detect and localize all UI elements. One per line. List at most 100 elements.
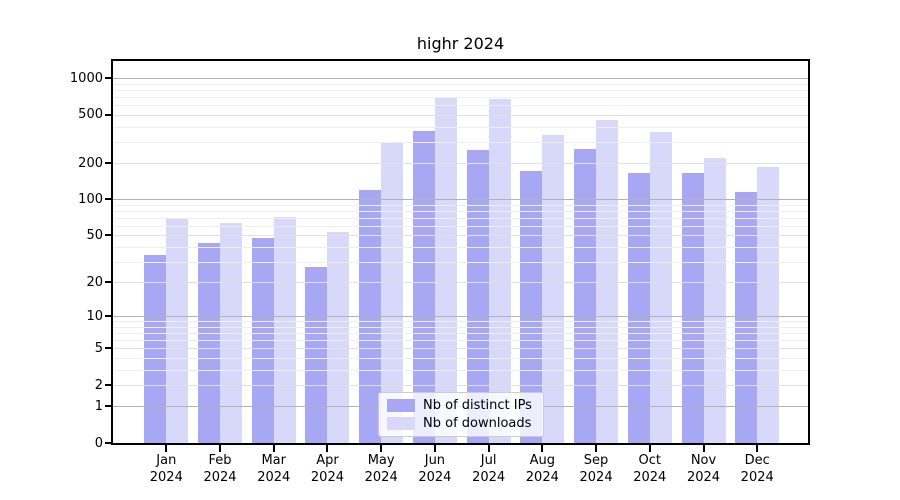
gridline-30 bbox=[113, 261, 808, 263]
bar-ips-feb bbox=[198, 243, 221, 443]
legend-label-ips: Nb of distinct IPs bbox=[423, 397, 532, 413]
gridline-40 bbox=[113, 246, 808, 248]
y-tick-label: 200 bbox=[78, 155, 103, 171]
gridline-100 bbox=[113, 199, 808, 201]
y-tick-label: 10 bbox=[86, 308, 103, 324]
gridline-1000 bbox=[113, 78, 808, 80]
gridline-7 bbox=[113, 333, 808, 335]
x-tick-mark bbox=[219, 445, 222, 452]
y-tick-mark bbox=[105, 281, 112, 284]
y-tick-label: 50 bbox=[86, 227, 103, 243]
y-tick-mark bbox=[105, 405, 112, 408]
bar-downloads-feb bbox=[220, 222, 243, 443]
bar-ips-oct bbox=[627, 172, 650, 443]
x-tick-mark bbox=[380, 445, 383, 452]
x-tick-mark bbox=[272, 445, 275, 452]
bar-ips-sep bbox=[574, 149, 597, 443]
bar-ips-aug bbox=[520, 171, 543, 443]
x-tick-label-mar: Mar 2024 bbox=[257, 453, 291, 485]
x-tick-label-apr: Apr 2024 bbox=[310, 453, 344, 485]
x-tick-mark bbox=[487, 445, 490, 452]
y-tick-label: 500 bbox=[78, 107, 103, 123]
x-tick-label-feb: Feb 2024 bbox=[203, 453, 237, 485]
bar-ips-jun bbox=[412, 131, 435, 443]
gridline-200 bbox=[113, 163, 808, 165]
gridline-20 bbox=[113, 282, 808, 284]
downloads-swatch-icon bbox=[387, 417, 415, 430]
y-tick-label: 20 bbox=[86, 274, 103, 290]
bar-downloads-jan bbox=[166, 217, 189, 443]
x-tick-label-may: May 2024 bbox=[364, 453, 398, 485]
bar-downloads-dec bbox=[757, 167, 780, 443]
ips-swatch-icon bbox=[387, 399, 415, 412]
gridline-900 bbox=[113, 83, 808, 85]
x-tick-label-jan: Jan 2024 bbox=[149, 453, 183, 485]
y-tick-mark bbox=[105, 162, 112, 165]
y-tick-label: 5 bbox=[94, 340, 103, 356]
bar-downloads-may bbox=[381, 142, 404, 443]
gridline-90 bbox=[113, 204, 808, 206]
bar-downloads-nov bbox=[703, 158, 726, 443]
x-tick-mark bbox=[326, 445, 329, 452]
bar-downloads-jun bbox=[434, 98, 457, 443]
y-tick-label: 1000 bbox=[69, 70, 103, 86]
y-tick-mark bbox=[105, 234, 112, 237]
x-tick-mark bbox=[165, 445, 168, 452]
x-tick-mark bbox=[541, 445, 544, 452]
gridline-800 bbox=[113, 90, 808, 92]
bar-downloads-mar bbox=[273, 216, 296, 443]
x-tick-mark bbox=[756, 445, 759, 452]
gridline-700 bbox=[113, 97, 808, 99]
x-tick-label-jun: Jun 2024 bbox=[418, 453, 452, 485]
gridline-70 bbox=[113, 217, 808, 219]
bar-downloads-aug bbox=[542, 135, 565, 443]
gridline-50 bbox=[113, 235, 808, 237]
gridline-8 bbox=[113, 327, 808, 328]
gridline-9 bbox=[113, 321, 808, 323]
bar-downloads-apr bbox=[327, 232, 350, 443]
y-tick-mark bbox=[105, 77, 112, 80]
x-tick-label-nov: Nov 2024 bbox=[686, 453, 721, 485]
gridline-60 bbox=[113, 225, 808, 227]
x-tick-mark bbox=[648, 445, 651, 452]
chart-title: highr 2024 bbox=[416, 34, 505, 53]
x-tick-label-jul: Jul 2024 bbox=[472, 453, 506, 485]
y-tick-mark bbox=[105, 315, 112, 318]
legend-item-downloads: Nb of downloads bbox=[387, 415, 535, 431]
bar-downloads-oct bbox=[649, 131, 672, 443]
x-tick-label-oct: Oct 2024 bbox=[633, 453, 667, 485]
gridline-2 bbox=[113, 385, 808, 386]
bar-ips-nov bbox=[681, 173, 704, 443]
gridline-10 bbox=[113, 316, 808, 318]
bar-downloads-sep bbox=[596, 120, 619, 443]
y-tick-label: 1 bbox=[94, 398, 103, 414]
x-tick-label-sep: Sep 2024 bbox=[579, 453, 613, 485]
gridline-600 bbox=[113, 105, 808, 107]
x-tick-mark bbox=[595, 445, 598, 452]
plot-area bbox=[111, 59, 810, 445]
bar-ips-apr bbox=[305, 267, 328, 443]
gridline-5 bbox=[113, 348, 808, 350]
x-tick-mark bbox=[433, 445, 436, 452]
y-tick-mark bbox=[105, 347, 112, 350]
gridline-3 bbox=[113, 369, 808, 371]
y-tick-mark bbox=[105, 442, 112, 444]
x-tick-label-aug: Aug 2024 bbox=[525, 453, 559, 485]
y-tick-mark bbox=[105, 384, 112, 386]
y-tick-label: 2 bbox=[94, 377, 103, 393]
y-tick-mark bbox=[105, 113, 112, 116]
gridline-6 bbox=[113, 340, 808, 342]
y-tick-mark bbox=[105, 198, 112, 201]
y-tick-label: 0 bbox=[94, 435, 103, 451]
y-tick-label: 100 bbox=[78, 191, 103, 207]
legend: Nb of distinct IPs Nb of downloads bbox=[378, 392, 544, 437]
x-tick-mark bbox=[702, 445, 705, 452]
gridline-80 bbox=[113, 211, 808, 213]
gridline-4 bbox=[113, 358, 808, 360]
legend-label-downloads: Nb of downloads bbox=[423, 415, 532, 431]
legend-item-ips: Nb of distinct IPs bbox=[387, 397, 535, 413]
gridline-400 bbox=[113, 126, 808, 128]
bar-downloads-jul bbox=[488, 98, 511, 443]
gridline-500 bbox=[113, 114, 808, 116]
